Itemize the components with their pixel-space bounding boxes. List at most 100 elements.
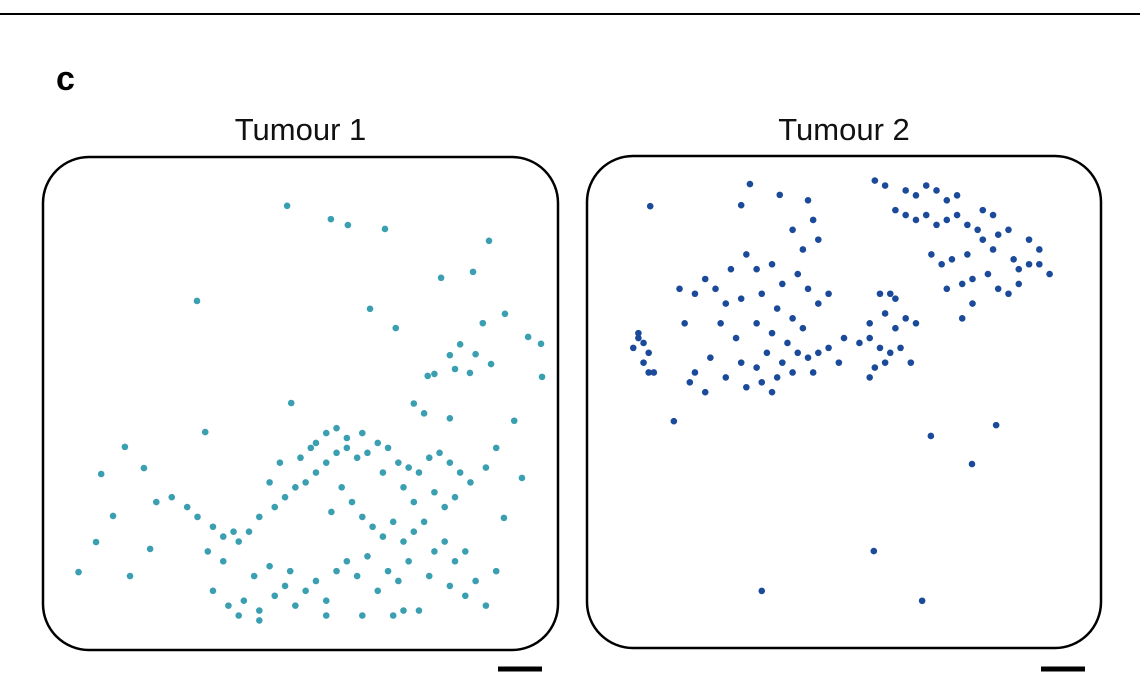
cell-dot [840, 334, 848, 342]
cell-dot [1015, 265, 1023, 273]
cell-dot [312, 439, 320, 447]
cell-dot [969, 275, 976, 283]
cell-dot [312, 577, 320, 585]
cell-dot [943, 285, 951, 293]
cell-dot [897, 344, 904, 352]
cell-dot [753, 319, 760, 327]
cell-dot [1036, 260, 1043, 268]
cell-dot [276, 459, 284, 466]
cell-dot [410, 400, 418, 407]
cell-dot [979, 206, 987, 214]
cell-dot [1046, 270, 1053, 278]
cell-dot [804, 354, 812, 362]
cell-dot [230, 528, 237, 535]
cell-dot [359, 612, 366, 619]
cell-dot [415, 469, 423, 476]
cell-dot [646, 202, 654, 210]
cell-dot [676, 285, 683, 293]
chart-title: Tumour 2 [778, 112, 910, 147]
cell-dot [400, 607, 407, 614]
cell-dot [364, 449, 371, 457]
cell-dot [773, 305, 781, 312]
cell-dot [809, 216, 817, 224]
cell-dot [436, 449, 443, 457]
cell-dot [876, 344, 884, 352]
cell-dot [492, 444, 500, 452]
cell-dot [469, 268, 477, 276]
cell-dot [640, 339, 647, 347]
cell-dot [204, 548, 212, 555]
cell-dot [825, 344, 832, 352]
cell-dot [789, 369, 796, 376]
cell-dot [359, 429, 366, 437]
cell-dot [763, 349, 771, 357]
cell-dot [922, 182, 930, 189]
cell-dot [240, 597, 248, 604]
cell-dot [441, 538, 449, 545]
cell-dot [992, 421, 1000, 429]
cell-dot [121, 443, 129, 451]
cell-dot [968, 460, 976, 468]
cell-dot [746, 180, 754, 188]
cell-dot [876, 290, 884, 298]
cell-dot [462, 592, 469, 600]
cell-dot [799, 246, 807, 253]
cell-dot [492, 567, 500, 575]
cell-dot [866, 334, 873, 342]
cell-dot [410, 528, 418, 535]
cell-dot [804, 285, 812, 293]
cell-dot [292, 484, 299, 491]
panel-frame [585, 154, 1103, 650]
cell-dot [467, 479, 474, 486]
cell-dot [343, 557, 351, 565]
cell-dot [255, 513, 263, 521]
cell-dot [871, 364, 879, 371]
cell-dot [281, 582, 289, 590]
cell-dot [784, 339, 791, 347]
cell-dot [420, 518, 428, 526]
cell-dot [245, 528, 253, 535]
cell-dot [297, 454, 304, 462]
cell-dot [193, 297, 201, 305]
cell-dot [219, 557, 227, 565]
cell-dot [1005, 226, 1012, 234]
cell-dot [286, 567, 294, 575]
cell-dot [979, 236, 987, 243]
cell-dot [994, 231, 1002, 239]
cell-dot [322, 429, 330, 437]
cell-dot [994, 285, 1002, 293]
cell-dot [927, 432, 935, 440]
cell-dot [815, 236, 822, 243]
cell-dot [701, 388, 709, 396]
cell-dot [645, 369, 652, 376]
cell-dot [727, 265, 735, 273]
cell-dot [235, 612, 242, 619]
cell-dot [943, 216, 951, 224]
cell-dot [958, 280, 966, 288]
cell-dot [302, 479, 309, 486]
cell-dot [737, 201, 745, 209]
cell-dot [670, 417, 678, 425]
cell-dot [918, 597, 926, 605]
cell-dot [456, 469, 464, 476]
cell-dot [482, 602, 490, 609]
cell-dot [446, 414, 454, 422]
cell-dot [153, 498, 160, 506]
panel-frame [41, 155, 560, 652]
cell-dot [866, 374, 873, 381]
cell-dot [287, 399, 295, 407]
cell-dot [500, 514, 508, 522]
cell-dot [743, 251, 750, 258]
cell-dot [292, 602, 299, 609]
chart-title: Tumour 1 [235, 112, 367, 147]
cell-dot [338, 484, 346, 491]
cell-dot [809, 369, 817, 376]
cell-dot [737, 295, 745, 302]
cell-dot [322, 597, 330, 604]
cell-dot [902, 187, 909, 194]
cell-dot [732, 334, 740, 342]
cell-dot [691, 369, 699, 376]
cell-dot [645, 349, 652, 357]
cell-dot [479, 319, 487, 327]
cell-dot [866, 319, 873, 327]
